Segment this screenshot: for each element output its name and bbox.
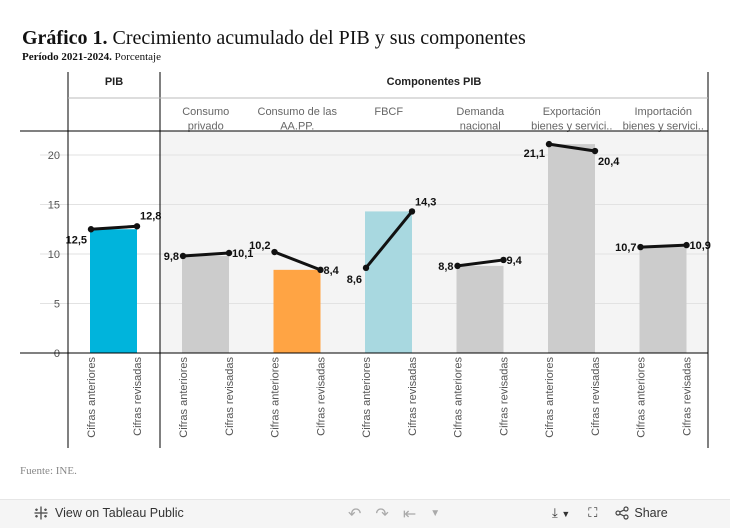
x-category-label: Cifras anteriores — [270, 357, 282, 438]
bar — [182, 255, 229, 353]
x-category-label: Cifras revisadas — [590, 357, 602, 436]
group-label: Demanda — [456, 106, 505, 118]
y-tick-label: 5 — [54, 299, 60, 311]
x-category-label: Cifras anteriores — [453, 357, 465, 438]
point-anteriores — [179, 252, 187, 260]
series-line — [182, 251, 230, 258]
bar — [90, 229, 137, 353]
components-panel-bg — [160, 131, 708, 353]
data-label-anteriores: 10,7 — [615, 242, 636, 254]
revert-menu-icon[interactable]: ▼ — [430, 508, 441, 519]
data-label-revisadas: 10,1 — [232, 248, 253, 260]
series-line — [364, 210, 414, 269]
x-category-label: Cifras anteriores — [361, 357, 373, 438]
point-revisadas — [133, 223, 141, 230]
y-tick-label: 10 — [48, 249, 60, 261]
bar — [365, 211, 412, 353]
point-revisadas — [317, 266, 324, 274]
x-category-label: Cifras anteriores — [636, 357, 648, 438]
x-category-label: Cifras revisadas — [682, 357, 694, 436]
share-button[interactable]: Share — [615, 506, 668, 520]
bar — [273, 269, 321, 353]
point-anteriores — [87, 226, 95, 233]
point-anteriores — [362, 264, 370, 272]
source-note: Fuente: INE. — [20, 465, 77, 477]
x-category-label: Cifras revisadas — [499, 357, 511, 436]
view-on-tableau-button[interactable]: View on Tableau Public — [34, 506, 184, 520]
point-anteriores — [545, 140, 553, 148]
series-line — [273, 250, 322, 272]
x-category-label: Cifras revisadas — [224, 357, 236, 436]
group-label: Exportación — [543, 106, 601, 118]
data-label-anteriores: 21,1 — [524, 148, 545, 160]
revert-icon[interactable]: ⇤ — [402, 506, 417, 523]
group-label: Importación — [635, 106, 692, 118]
point-anteriores — [454, 262, 461, 270]
series-line — [90, 224, 138, 231]
point-anteriores — [637, 243, 644, 251]
series-line — [548, 142, 596, 153]
x-category-label: Cifras revisadas — [407, 357, 419, 436]
data-label-revisadas: 9,4 — [507, 255, 523, 267]
y-tick-label: 20 — [48, 150, 60, 162]
point-revisadas — [225, 249, 233, 257]
x-category-label: Cifras anteriores — [544, 357, 556, 438]
bar — [456, 265, 504, 353]
y-tick-label: 0 — [54, 348, 60, 360]
data-label-anteriores: 8,6 — [347, 274, 362, 286]
undo-icon[interactable]: ↶ — [348, 506, 362, 523]
x-category-label: Cifras anteriores — [86, 357, 98, 438]
section-label-pib: PIB — [105, 76, 123, 88]
point-revisadas — [408, 208, 416, 215]
data-label-revisadas: 14,3 — [415, 196, 436, 208]
group-label: privado — [188, 121, 224, 133]
group-label: Consumo — [182, 106, 229, 118]
point-revisadas — [591, 147, 599, 155]
series-line — [457, 258, 504, 268]
share-label: Share — [634, 506, 668, 520]
data-label-anteriores: 9,8 — [164, 251, 179, 263]
chart: PIB Componentes PIB Consumo privado Consumo … — [20, 72, 711, 448]
fullscreen-icon[interactable]: ⛶ — [588, 505, 598, 520]
tableau-footer: View on Tableau Public ↶ ↷ ⇤ ▼ ⤓ ▼ ⛶ Sha… — [0, 499, 730, 528]
data-label-anteriores: 12,5 — [66, 234, 87, 246]
share-icon — [615, 506, 629, 520]
data-label-anteriores: 10,2 — [249, 240, 270, 252]
group-label: nacional — [460, 121, 501, 133]
section-label-componentes: Componentes PIB — [387, 76, 482, 88]
point-anteriores — [271, 248, 278, 256]
chart-title: Gráfico 1. Crecimiento acumulado del PIB… — [22, 27, 526, 49]
data-label-anteriores: 8,8 — [438, 261, 453, 273]
bar — [639, 247, 687, 353]
download-icon[interactable]: ⤓ ▼ — [552, 505, 571, 520]
point-revisadas — [683, 241, 690, 249]
bar — [548, 144, 595, 353]
group-label: Consumo de las — [258, 106, 338, 118]
data-label-revisadas: 10,9 — [690, 240, 711, 252]
data-label-revisadas: 20,4 — [598, 156, 620, 168]
y-tick-label: 15 — [48, 200, 60, 212]
data-label-revisadas: 8,4 — [324, 265, 340, 277]
point-revisadas — [500, 256, 507, 264]
chart-subtitle: Período 2021-2024. Porcentaje — [22, 51, 162, 63]
tableau-logo-icon — [34, 506, 48, 520]
data-label-revisadas: 12,8 — [140, 210, 161, 222]
x-category-label: Cifras anteriores — [178, 357, 190, 438]
redo-icon[interactable]: ↷ — [375, 506, 389, 523]
view-on-tableau-label: View on Tableau Public — [55, 506, 184, 520]
x-category-label: Cifras revisadas — [132, 357, 144, 436]
group-label: FBCF — [374, 106, 403, 118]
x-category-label: Cifras revisadas — [316, 357, 328, 436]
group-label: bienes y servici.. — [531, 121, 612, 133]
series-line — [640, 243, 687, 249]
group-label: bienes y servici.. — [623, 121, 704, 133]
group-label: AA.PP. — [280, 121, 314, 133]
